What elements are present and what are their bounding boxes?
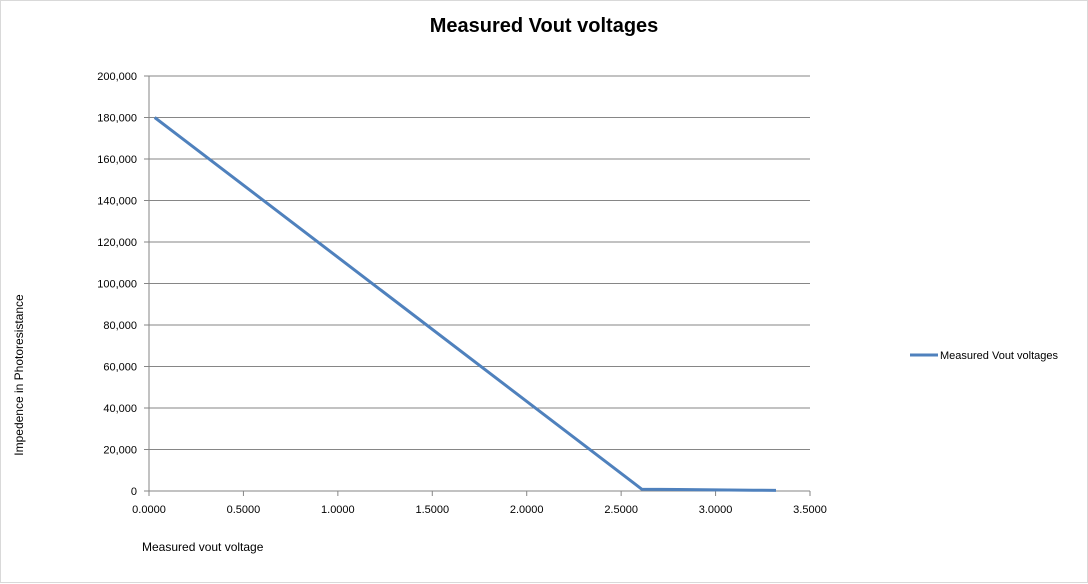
y-tick-label: 160,000: [97, 154, 137, 166]
y-tick-label: 20,000: [103, 445, 137, 457]
y-tick-label: 200,000: [97, 71, 137, 83]
x-axis-ticks: 0.0000 0.5000 1.0000 1.5000 2.0000 2.5000 3.00…: [132, 491, 827, 516]
y-tick-label: 120,000: [97, 237, 137, 249]
y-tick-label: 0: [131, 486, 137, 498]
x-tick-label: 0.5000: [227, 504, 261, 516]
y-tick-label: 140,000: [97, 196, 137, 208]
y-tick-label: 80,000: [103, 320, 137, 332]
x-tick-label: 0.0000: [132, 504, 166, 516]
legend-label: Measured Vout voltages: [940, 350, 1059, 362]
x-tick-label: 3.0000: [699, 504, 733, 516]
y-tick-label: 40,000: [103, 403, 137, 415]
x-tick-label: 2.0000: [510, 504, 544, 516]
y-tick-label: 60,000: [103, 362, 137, 374]
gridlines: [149, 75, 810, 450]
x-tick-label: 2.5000: [604, 504, 638, 516]
x-tick-label: 3.5000: [793, 504, 827, 516]
x-axis-label: Measured vout voltage: [142, 540, 264, 554]
series-line: [153, 116, 777, 492]
y-axis-label: Impedence in Photoresistance: [12, 294, 26, 456]
series-lines: [153, 116, 777, 492]
y-tick-label: 100,000: [97, 279, 137, 291]
legend: Measured Vout voltages: [910, 350, 1059, 362]
x-tick-label: 1.0000: [321, 504, 355, 516]
y-tick-label: 180,000: [97, 113, 137, 125]
x-tick-label: 1.5000: [415, 504, 449, 516]
y-axis-ticks: 0 20,000 40,000 60,000 80,000 100,000 120,000 1…: [97, 71, 149, 498]
chart-title: Measured Vout voltages: [430, 15, 659, 37]
